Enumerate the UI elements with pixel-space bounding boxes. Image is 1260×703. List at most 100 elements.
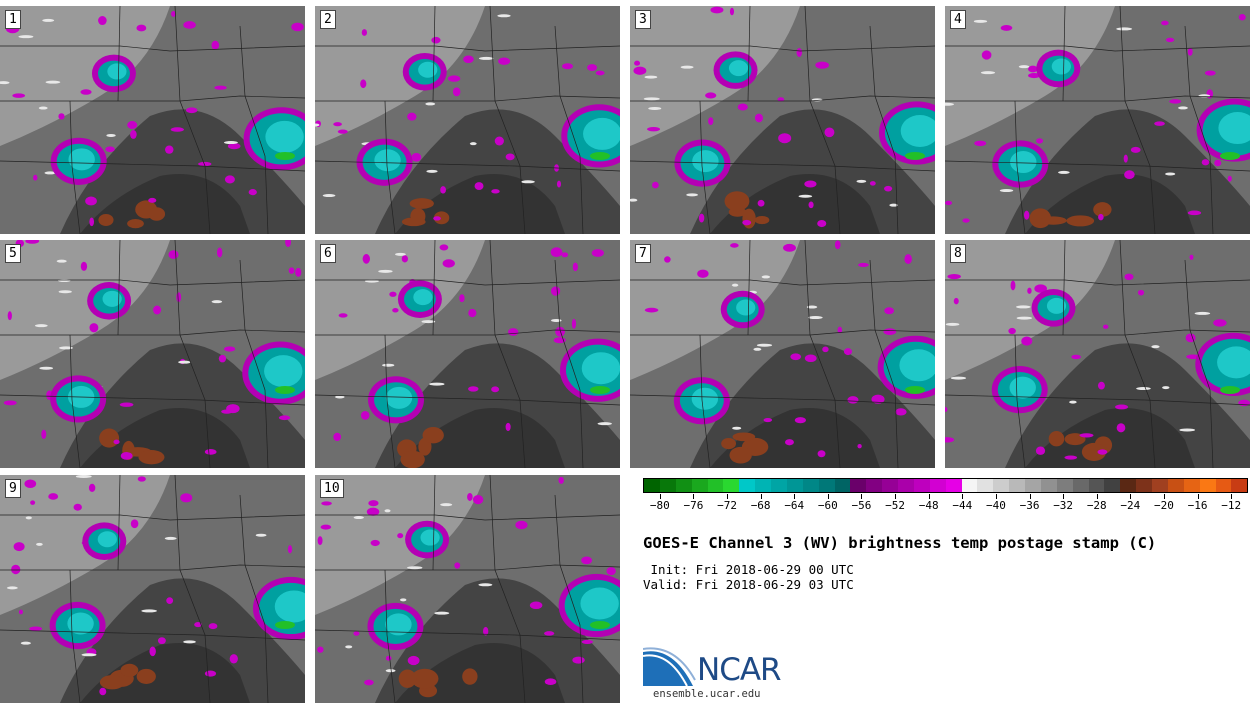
tick-label: −20: [1154, 499, 1174, 512]
tick-mark: [1063, 494, 1065, 499]
color-swatch: [818, 479, 835, 492]
color-swatch: [707, 479, 724, 492]
tick-mark: [1231, 494, 1233, 499]
color-swatch: [1199, 479, 1216, 492]
stamp-number: 7: [635, 244, 651, 263]
stamp-panel-1: 1: [0, 6, 305, 234]
color-swatch: [913, 479, 930, 492]
tick-mark: [794, 494, 796, 499]
tick-label: −12: [1221, 499, 1242, 512]
tick-label: −44: [952, 499, 973, 512]
color-swatch: [929, 479, 946, 492]
ncar-logo-text: NCAR: [697, 652, 782, 688]
stamp-map-6: [315, 240, 620, 468]
tick-mark: [760, 494, 762, 499]
color-swatch: [850, 479, 867, 492]
tick-label: −68: [750, 499, 771, 512]
color-swatch: [1167, 479, 1184, 492]
color-swatch: [898, 479, 914, 492]
color-swatch: [739, 479, 756, 492]
tick-label: −32: [1053, 499, 1074, 512]
tick-label: −48: [918, 499, 939, 512]
color-swatch: [1056, 479, 1073, 492]
tick-label: −80: [649, 499, 670, 512]
tick-mark: [962, 494, 964, 499]
stamp-panel-4: 4: [945, 6, 1250, 234]
tick-label: −76: [683, 499, 704, 512]
color-swatch: [644, 479, 660, 492]
stamp-number: 3: [635, 10, 651, 29]
stamp-number: 10: [320, 479, 344, 498]
tick-mark: [659, 494, 661, 499]
color-swatch: [993, 479, 1010, 492]
stamp-map-4: [945, 6, 1250, 234]
stamp-panel-7: 7: [630, 240, 935, 468]
site-url: ensemble.ucar.edu: [653, 688, 761, 700]
color-swatch: [1120, 479, 1137, 492]
stamp-number: 9: [5, 479, 21, 498]
color-swatch: [691, 479, 708, 492]
color-swatch: [802, 479, 819, 492]
color-swatch: [1040, 479, 1057, 492]
stamp-map-1: [0, 6, 305, 234]
stamp-map-2: [315, 6, 620, 234]
color-swatch: [1088, 479, 1105, 492]
color-swatch: [1152, 479, 1168, 492]
stamp-panel-9: 9: [0, 475, 305, 703]
tick-label: −24: [1120, 499, 1141, 512]
color-swatch: [1183, 479, 1200, 492]
color-swatch: [961, 479, 978, 492]
stamp-map-10: [315, 475, 620, 703]
stamp-panel-8: 8: [945, 240, 1250, 468]
tick-label: −28: [1086, 499, 1107, 512]
color-swatch: [1231, 479, 1248, 492]
color-swatch: [1025, 479, 1041, 492]
color-swatch: [977, 479, 994, 492]
stamp-number: 4: [950, 10, 966, 29]
color-swatch: [1009, 479, 1025, 492]
tick-label: −36: [1019, 499, 1040, 512]
color-swatch: [786, 479, 803, 492]
stamp-number: 5: [5, 244, 21, 263]
stamp-map-3: [630, 6, 935, 234]
color-scale-ticks: −80 −76 −72 −68 −64 −60 −56 −52 −48 −44 −40 −36 −32−…: [643, 494, 1248, 514]
stamp-panel-2: 2: [315, 6, 620, 234]
valid-time: Valid: Fri 2018-06-29 03 UTC: [643, 577, 854, 592]
tick-mark: [1130, 494, 1132, 499]
tick-label: −60: [817, 499, 838, 512]
color-scale-bar: [643, 478, 1248, 493]
tick-mark: [1029, 494, 1031, 499]
stamp-number: 6: [320, 244, 336, 263]
tick-mark: [861, 494, 863, 499]
stamp-panel-3: 3: [630, 6, 935, 234]
color-swatch: [1215, 479, 1232, 492]
color-swatch: [866, 479, 883, 492]
color-swatch: [1072, 479, 1089, 492]
tick-label: −64: [784, 499, 805, 512]
color-swatch: [1136, 479, 1152, 492]
stamp-map-8: [945, 240, 1250, 468]
tick-label: −56: [851, 499, 872, 512]
stamp-map-5: [0, 240, 305, 468]
color-swatch: [945, 479, 962, 492]
tick-mark: [1163, 494, 1165, 499]
tick-label: −72: [717, 499, 737, 512]
tick-label: −16: [1187, 499, 1208, 512]
color-swatch: [882, 479, 898, 492]
stamp-panel-6: 6: [315, 240, 620, 468]
tick-mark: [1096, 494, 1098, 499]
stamp-panel-10: 10: [315, 475, 620, 703]
figure-title: GOES-E Channel 3 (WV) brightness temp po…: [643, 534, 1157, 552]
color-swatch: [1104, 479, 1121, 492]
init-time: Init: Fri 2018-06-29 00 UTC: [643, 562, 854, 577]
color-swatch: [771, 479, 787, 492]
stamp-number: 2: [320, 10, 336, 29]
color-swatch: [675, 479, 692, 492]
tick-mark: [895, 494, 897, 499]
tick-mark: [827, 494, 829, 499]
color-swatch: [659, 479, 676, 492]
tick-mark: [928, 494, 930, 499]
ncar-logo-icon: [643, 647, 696, 687]
tick-mark: [693, 494, 695, 499]
tick-mark: [727, 494, 729, 499]
